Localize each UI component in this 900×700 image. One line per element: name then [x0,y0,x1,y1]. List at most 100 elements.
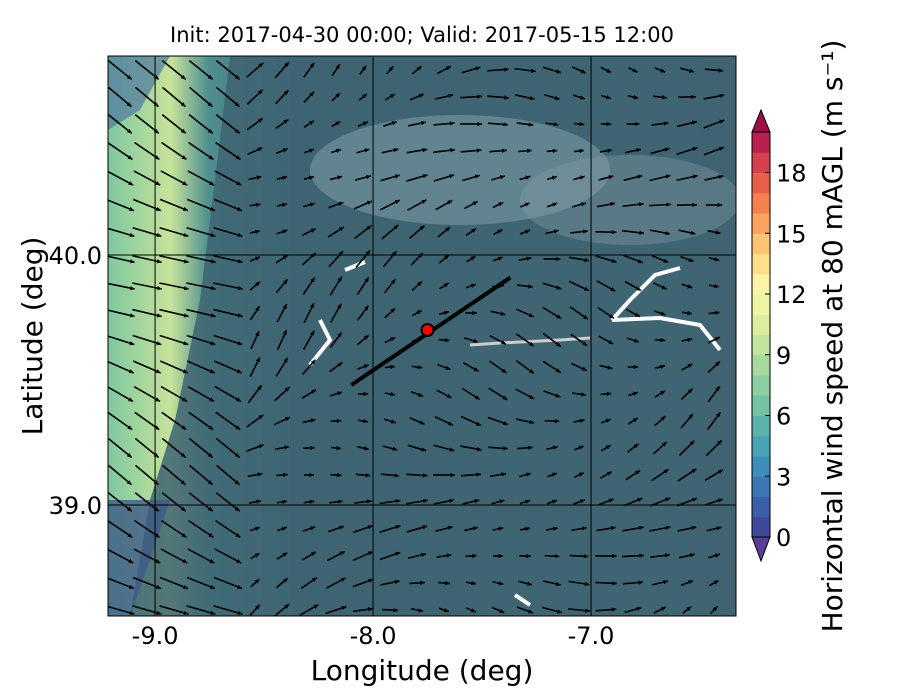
wind-arrow-head [256,175,262,180]
wind-arrow-head [715,230,721,235]
wind-arrow-head [474,498,480,504]
wind-arrow-shaft [216,464,240,486]
wind-arrow-head [182,584,188,589]
wind-arrow-head [309,202,315,207]
wind-arrow-head [183,610,189,616]
wind-arrow-head [715,412,721,418]
colorbar-swatch [752,172,770,194]
wind-arrow-shaft [132,334,162,346]
wind-arrow-head [714,337,720,342]
wind-arrow-head [717,469,723,474]
wind-arrow-head [444,337,450,343]
wind-arrow-head [126,452,132,458]
y-tick-label: 40.0 [49,242,102,270]
wind-arrow-head [607,148,613,153]
wind-arrow-head [257,472,263,477]
wind-arrow-head [392,446,398,451]
wind-arrow-head [504,95,509,100]
wind-arrow-head [472,201,478,206]
wind-arrow-head [471,228,476,233]
wind-arrow-head [714,310,720,316]
wind-arrow-head [585,608,590,613]
chart-title: Init: 2017-04-30 00:00; Valid: 2017-05-1… [170,23,674,47]
wind-arrow-head [209,397,215,402]
wind-arrow-shaft [161,437,187,459]
wind-arrow-head [257,385,262,391]
wind-arrow-shaft [108,519,133,539]
wind-arrow-head [578,445,584,450]
wind-arrow-head [443,283,449,288]
wind-arrow-head [690,230,696,235]
wind-arrow-shaft [186,282,216,290]
wind-arrow-head [309,445,315,451]
wind-arrow-head [390,337,396,342]
wind-arrow-shaft [108,309,135,318]
wind-arrow-head [692,174,698,179]
wind-arrow-head [524,202,530,207]
wind-arrow-head [691,120,697,125]
wind-arrow-head [528,341,534,347]
wind-arrow-head [579,418,585,423]
wind-arrow-head [128,584,134,589]
colorbar-swatch [752,375,770,396]
wind-arrow-head [634,312,640,317]
wind-arrow-head [473,367,479,372]
wind-arrow-head [692,202,697,208]
wind-arrow-head [388,66,394,72]
wind-arrow-head [128,369,134,374]
wind-arrow-shaft [132,308,162,318]
wind-arrow-head [126,128,132,134]
wind-arrow-head [445,66,451,71]
wind-arrow-head [235,425,241,430]
wind-arrow-head [255,281,261,287]
wind-arrow-head [258,414,264,420]
wind-arrow-head [237,341,243,346]
wind-arrow-head [284,445,289,450]
wind-arrow-head [364,277,369,283]
wind-arrow-head [282,330,287,336]
colorbar-swatch [752,253,770,275]
wind-arrow-head [471,553,477,559]
wind-arrow-head [254,526,260,531]
wind-arrow-head [207,506,213,512]
wind-arrow-head [207,128,213,134]
colorbar-swatch [752,132,770,153]
wind-arrow-head [234,128,240,134]
wind-arrow-head [445,227,451,232]
wind-arrow-head [308,148,314,153]
wind-arrow-head [335,64,340,70]
wind-arrow-shaft [159,334,189,346]
plot-frame [107,55,737,617]
wind-arrow-head [688,257,694,262]
wind-arrow-head [718,68,724,73]
wind-arrow-head [714,257,720,262]
wind-arrow-head [234,74,240,80]
wind-arrow-shaft [108,577,135,590]
wind-arrow-head [390,391,396,397]
wind-arrow-shaft [133,170,161,186]
wind-arrow-shaft [213,227,243,237]
wind-arrow-head [660,311,666,316]
wind-arrow-head [207,74,213,80]
wind-arrow-head [237,313,243,318]
wind-arrow-head [611,229,617,235]
wind-arrow-head [310,330,315,336]
colorbar-swatch [752,415,770,437]
wind-arrow-head [128,559,134,564]
wind-arrow-head [209,584,215,589]
wind-arrow-head [282,499,287,505]
wind-arrow-shaft [108,437,133,459]
wind-arrow-head [389,93,395,99]
wind-arrow-shaft [215,114,241,134]
wind-arrow-head [528,369,534,374]
wind-arrow-head [581,392,586,397]
wind-arrow-head [472,310,477,316]
wind-arrow-head [502,446,508,451]
wind-arrow-head [129,232,135,238]
wind-arrow-head [234,480,240,485]
wind-arrow-head [632,417,638,423]
wind-arrow-shaft [108,255,135,264]
wind-arrow-head [608,498,614,503]
wind-arrow-shaft [159,282,189,290]
wind-arrow-head [336,472,342,478]
